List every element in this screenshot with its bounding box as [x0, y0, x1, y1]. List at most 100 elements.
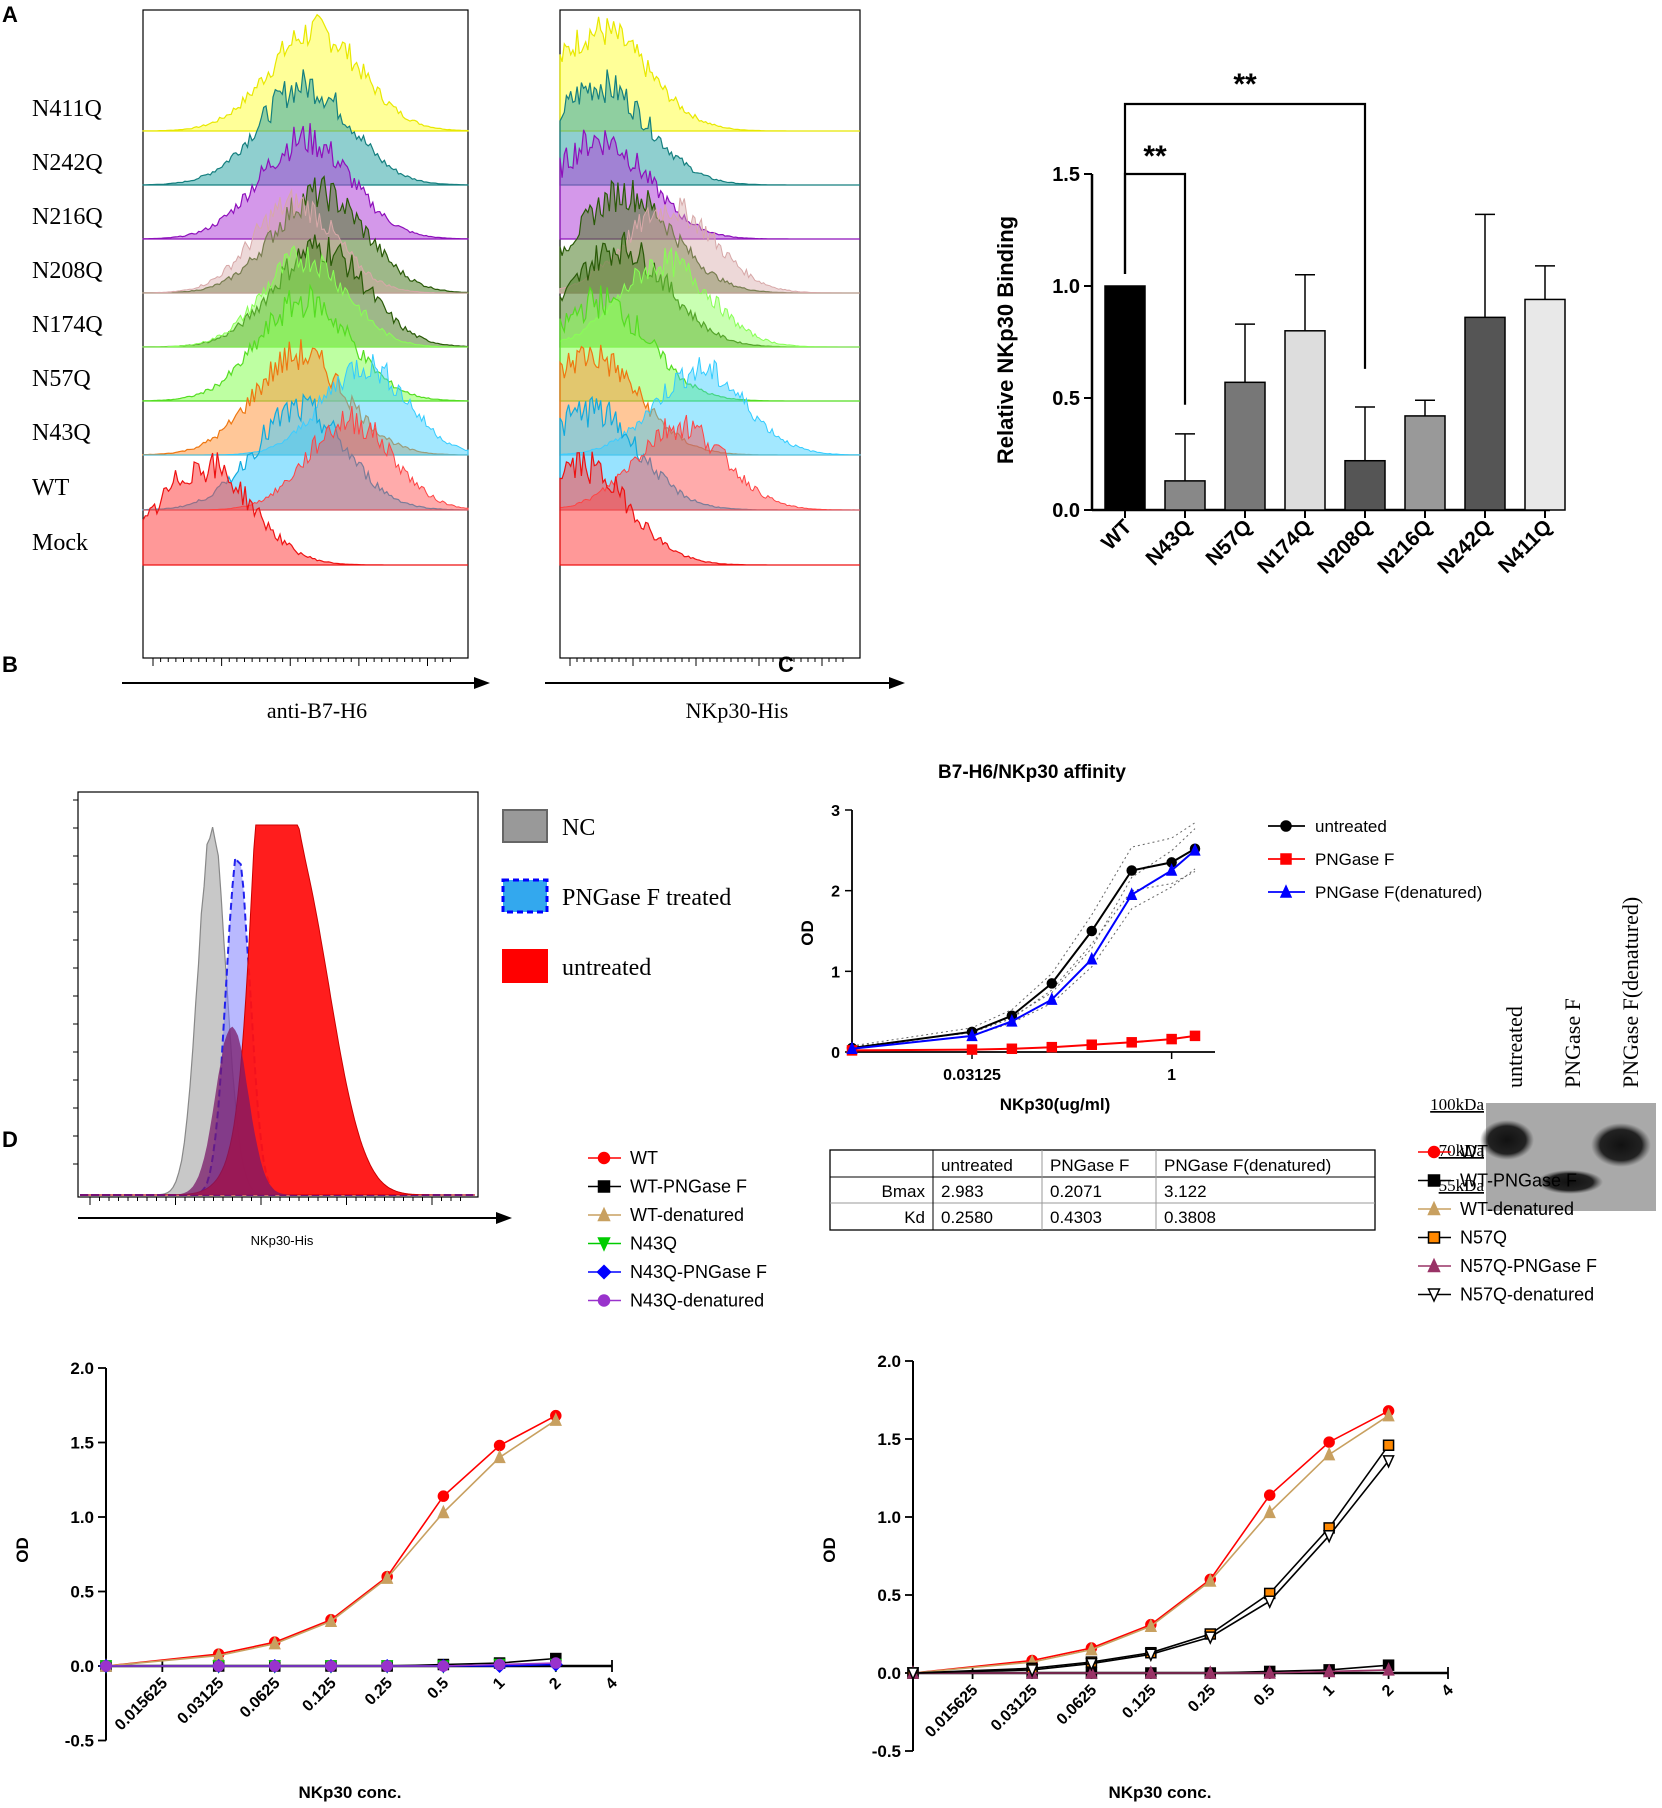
legend-label: WT-PNGase F — [1460, 1171, 1577, 1191]
bar-n174q — [1284, 330, 1326, 511]
data-point — [1204, 1573, 1217, 1587]
gel-marker-label: 70kDa — [1439, 1141, 1485, 1160]
x-tick-label-n216q: N216Q — [1373, 515, 1436, 578]
legend-label: PNGase F treated — [562, 885, 731, 911]
x-tick-label-wt: WT — [1097, 515, 1136, 554]
data-point — [597, 1206, 611, 1222]
y-tick-label: 1.5 — [877, 1430, 901, 1449]
y-tick-label: 0.5 — [70, 1583, 94, 1602]
histogram-N57Q — [142, 283, 469, 402]
data-point — [1427, 1145, 1441, 1159]
series-line-wt-denatured — [105, 1419, 557, 1667]
bar-wt — [1104, 285, 1146, 511]
legend-label: WT — [1460, 1142, 1488, 1162]
data-point — [1427, 1257, 1441, 1273]
data-point — [1085, 1657, 1098, 1672]
y-tick-label: 3 — [831, 803, 840, 820]
table-row-label: Kd — [904, 1208, 925, 1227]
data-point — [1322, 1529, 1336, 1544]
table-row-label: Bmax — [882, 1182, 926, 1201]
histogram-pngase — [73, 791, 479, 1205]
gel-lane-label: untreated — [1502, 1006, 1527, 1088]
panel-letter-a: A — [2, 2, 18, 27]
line-chart-n43q: -0.5 0.0 0.5 1.0 1.5 2.0 0.015625 0.03125 0.0625… — [65, 1359, 621, 1751]
x-tick-label: 4 — [603, 1675, 621, 1693]
histogram-N57Q — [559, 285, 860, 402]
bar-n411q — [1524, 298, 1566, 511]
x-tick-label: 0.0625 — [1054, 1682, 1101, 1729]
legend-label: N57Q — [1460, 1228, 1507, 1248]
data-point — [1126, 1037, 1137, 1048]
panel-letter-c: C — [778, 652, 794, 677]
histogram-untreated — [80, 824, 475, 1196]
data-point — [1086, 925, 1097, 937]
data-point — [1144, 1618, 1158, 1632]
data-point — [1204, 1631, 1217, 1645]
data-point — [1323, 1436, 1335, 1448]
sample-label-mock: Mock — [32, 530, 88, 556]
data-point — [1006, 1014, 1018, 1027]
data-point — [1166, 1033, 1177, 1045]
x-tick-label-n57q: N57Q — [1201, 515, 1256, 570]
histogram-Mock — [559, 451, 860, 566]
gel-band-untreated — [1480, 1120, 1534, 1160]
y-tick-label: 1.5 — [1052, 164, 1080, 186]
sample-labels: N411Q N242Q N216Q N208Q N174Q N57Q N43Q WT Mock — [32, 96, 103, 556]
data-point — [1165, 863, 1178, 876]
data-point — [1322, 1446, 1336, 1461]
x-axis-label-anti-b7h6: anti-B7-H6 — [267, 698, 367, 723]
confidence-band — [851, 822, 1196, 1047]
legend-label: untreated — [562, 955, 651, 981]
chart-title-c: B7-H6/NKp30 affinity — [938, 762, 1126, 783]
x-tick-label: 1 — [490, 1675, 508, 1693]
data-point — [269, 1660, 281, 1672]
data-point — [1263, 1595, 1276, 1610]
bar-n216q — [1404, 415, 1446, 511]
sample-label-wt: WT — [32, 475, 70, 501]
bar-n242q — [1464, 316, 1506, 511]
data-point — [597, 1151, 611, 1165]
significance-label: ** — [1233, 68, 1257, 101]
western-blot: untreated PNGase F PNGase F(denatured) 1… — [1430, 897, 1656, 1211]
x-tick-label: 0.0625 — [237, 1675, 284, 1722]
legend-swatch — [502, 949, 548, 983]
data-point — [846, 1041, 858, 1055]
x-tick-label: 0.5 — [1251, 1682, 1279, 1710]
data-point — [966, 1044, 978, 1055]
data-point — [1085, 1641, 1098, 1656]
data-point — [1144, 1665, 1158, 1679]
table-header: PNGase F(denatured) — [1164, 1156, 1331, 1175]
legend-c: untreated PNGase F PNGase F(denatured) — [1268, 817, 1482, 902]
y-tick-label: 1 — [831, 964, 840, 981]
data-point — [966, 1028, 978, 1042]
legend-label: N43Q-denatured — [630, 1291, 764, 1311]
data-point — [1382, 1455, 1395, 1469]
histogram-N242Q — [559, 69, 860, 186]
x-axis-arrow-nkp30-his — [545, 677, 905, 689]
histogram-overlay — [142, 245, 469, 348]
y-tick-label: 0.5 — [1052, 388, 1080, 410]
data-point — [437, 1660, 450, 1672]
bar-chart-relative-binding: 0.0 0.5 1.0 1.5 WT N43Q N57QN174QN208QN216QN24… — [1052, 68, 1566, 579]
legend-b: NC PNGase F treated untreated — [501, 809, 731, 983]
data-point — [1263, 1489, 1276, 1501]
legend-d-left: WT WT-PNGase F WT-denatured N43Q N43Q-PNGase… — [588, 1148, 767, 1311]
fit-parameters-table: untreated PNGase F PNGase F(denatured) B… — [829, 1149, 1376, 1231]
sample-label-n174q: N174Q — [32, 312, 103, 338]
series-line-untreated — [851, 847, 1196, 1049]
x-axis-label-c: NKp30(ug/ml) — [1000, 1095, 1111, 1114]
x-tick-label: 0.03125 — [943, 1067, 1001, 1084]
histogram-overlay — [559, 414, 860, 511]
y-tick-label: 1.0 — [1052, 276, 1080, 298]
data-point — [493, 1449, 506, 1464]
y-tick-label: 0.0 — [1052, 500, 1080, 522]
x-axis-label-nkp30-his: NKp30-His — [686, 698, 789, 723]
y-tick-label: 0.0 — [70, 1657, 94, 1676]
data-point — [596, 1264, 612, 1280]
histogram-frame — [77, 791, 479, 1198]
data-point — [1263, 1504, 1276, 1519]
bar-n208q — [1344, 459, 1386, 511]
panel-letter-d: D — [2, 1127, 18, 1152]
x-tick-label: 0.125 — [299, 1675, 339, 1715]
legend-swatch — [502, 809, 548, 843]
